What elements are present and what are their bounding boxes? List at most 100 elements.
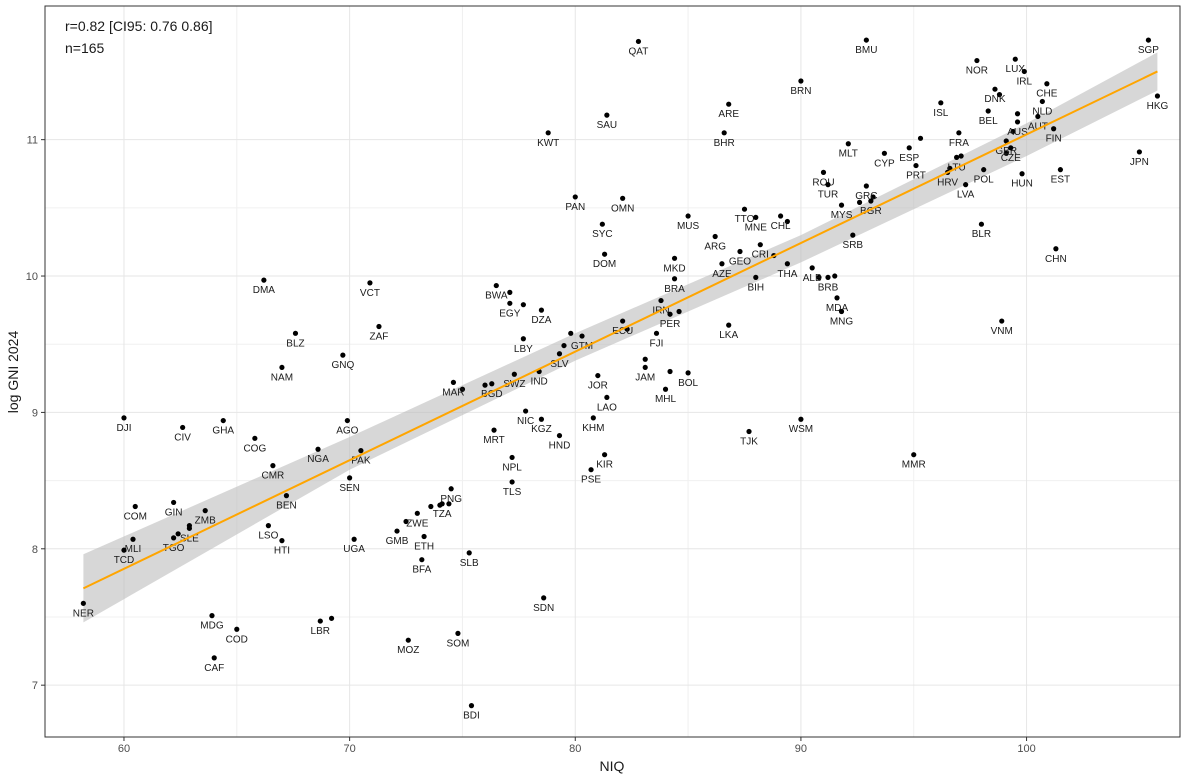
- point-label-cog: COG: [243, 443, 266, 454]
- data-point-pak: [358, 448, 364, 454]
- data-point-zaf: [376, 323, 382, 330]
- data-point: [816, 274, 822, 280]
- data-point-cod: [234, 626, 240, 632]
- data-point-slv: [556, 351, 563, 357]
- data-point-hun: [1019, 171, 1025, 177]
- data-point-zwe: [414, 510, 420, 516]
- data-point-cri: [757, 242, 763, 248]
- point-label-dnk: DNK: [984, 94, 1005, 105]
- data-point-brn: [798, 78, 804, 84]
- data-point-gnq: [340, 352, 346, 358]
- plot-panel: [45, 6, 1180, 737]
- data-point-bhr: [721, 130, 727, 136]
- point-label-civ: CIV: [174, 432, 191, 443]
- point-label-gbr: GBR: [995, 146, 1017, 157]
- data-point-bra: [671, 276, 678, 282]
- point-label-tgo: TGO: [163, 543, 185, 554]
- data-point: [832, 273, 838, 279]
- point-label-mda: MDA: [826, 303, 849, 314]
- point-label-mus: MUS: [677, 221, 700, 232]
- point-label-lka: LKA: [719, 330, 738, 341]
- point-label-ind: IND: [531, 377, 548, 388]
- data-point-fji: [653, 330, 660, 336]
- data-point-vnm: [999, 318, 1005, 324]
- point-label-bol: BOL: [678, 378, 698, 389]
- data-point-gmb: [394, 528, 400, 534]
- point-label-hnd: HND: [549, 441, 571, 452]
- point-label-aut: AUT: [1028, 121, 1048, 132]
- data-point-lbr: [317, 618, 323, 624]
- data-point-mli: [130, 536, 136, 542]
- data-point-lby: [520, 336, 526, 342]
- point-label-npl: NPL: [502, 462, 522, 473]
- point-label-ben: BEN: [276, 501, 297, 512]
- point-label-ago: AGO: [336, 426, 358, 437]
- data-point-gha: [220, 417, 226, 424]
- point-label-fji: FJI: [650, 338, 664, 349]
- data-point: [328, 615, 335, 621]
- data-point-tza: [439, 501, 445, 507]
- point-label-tto: TTO: [735, 214, 755, 225]
- point-label-mar: MAR: [442, 387, 464, 398]
- point-label-caf: CAF: [204, 663, 224, 674]
- data-point: [520, 302, 526, 308]
- data-point-jam: [642, 364, 648, 371]
- point-label-com: COM: [124, 512, 147, 523]
- data-point-bdi: [468, 703, 475, 709]
- point-label-kwt: KWT: [537, 138, 559, 149]
- point-label-lso: LSO: [258, 531, 278, 542]
- data-point-bgd: [489, 381, 495, 387]
- data-point: [459, 386, 466, 392]
- point-label-brn: BRN: [790, 86, 811, 97]
- point-label-brb: BRB: [818, 282, 839, 293]
- plot-border: [44, 5, 1181, 738]
- data-point-prt: [913, 162, 919, 169]
- point-label-grc: GRC: [855, 191, 877, 202]
- x-tick-label: 70: [343, 743, 355, 755]
- point-label-bdi: BDI: [463, 711, 480, 722]
- y-tick-label: 8: [32, 544, 38, 556]
- y-tick-label: 11: [27, 135, 38, 147]
- data-point-mkd: [671, 255, 678, 261]
- data-point-nga: [315, 446, 321, 452]
- data-point-gbr: [1003, 138, 1009, 144]
- data-point: [403, 518, 409, 525]
- data-point-pan: [572, 194, 578, 200]
- point-label-sen: SEN: [339, 483, 360, 494]
- point-label-gtm: GTM: [571, 341, 593, 352]
- data-point-fra: [956, 130, 962, 136]
- data-point-tcd: [121, 547, 127, 553]
- data-point-blz: [292, 330, 299, 336]
- data-point-dnk: [992, 86, 998, 92]
- point-label-som: SOM: [447, 638, 470, 649]
- data-point-dji: [121, 415, 127, 421]
- point-label-cri: CRI: [752, 250, 769, 261]
- data-point-tur: [825, 182, 831, 188]
- point-label-bel: BEL: [979, 116, 998, 127]
- data-point-bwa: [493, 282, 499, 289]
- data-point-fin: [1051, 126, 1057, 132]
- grid-lines: [45, 6, 1180, 737]
- data-point-uga: [351, 536, 357, 542]
- data-point-hti: [279, 538, 285, 544]
- point-label-sgp: SGP: [1138, 45, 1159, 56]
- point-label-mhl: MHL: [655, 394, 677, 405]
- data-point-mlt: [845, 141, 851, 147]
- data-point: [175, 531, 181, 537]
- point-label-mrt: MRT: [483, 435, 504, 446]
- point-label-gin: GIN: [165, 507, 183, 518]
- point-label-bmu: BMU: [855, 45, 877, 56]
- data-point-gin: [171, 499, 177, 506]
- point-label-tls: TLS: [503, 487, 522, 498]
- data-point-hkg: [1154, 93, 1161, 99]
- data-point-dma: [261, 277, 267, 283]
- data-point-lux: [1012, 56, 1018, 62]
- point-label-sau: SAU: [597, 120, 618, 131]
- point-label-dza: DZA: [531, 315, 551, 326]
- point-label-lbr: LBR: [311, 626, 330, 637]
- data-point-sen: [347, 475, 353, 481]
- point-label-egy: EGY: [499, 308, 520, 319]
- point-label-hti: HTI: [274, 546, 290, 557]
- point-label-slb: SLB: [460, 558, 479, 569]
